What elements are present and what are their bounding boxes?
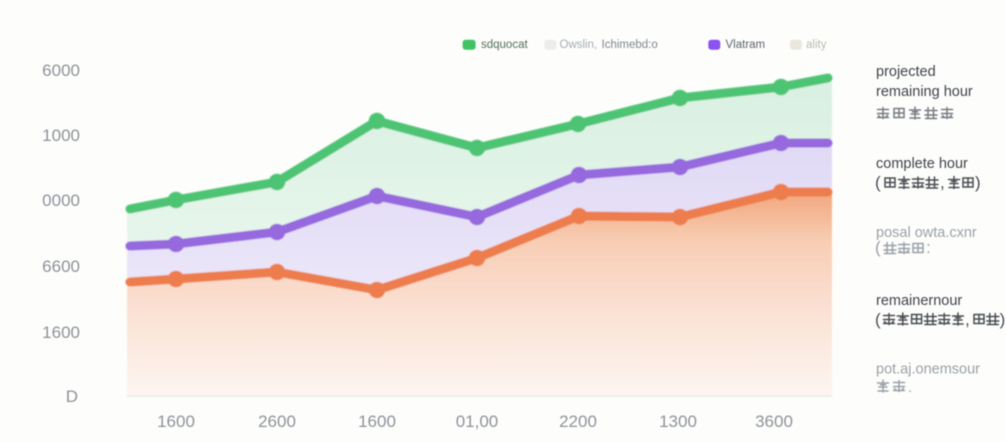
svg-text:(: ( <box>875 173 881 192</box>
svg-text:remaining hour: remaining hour <box>876 84 973 100</box>
svg-text:6000: 6000 <box>42 61 80 80</box>
svg-text:0000: 0000 <box>42 191 80 210</box>
svg-text:6600: 6600 <box>42 257 80 276</box>
svg-text:projected: projected <box>876 64 936 80</box>
svg-text:1600: 1600 <box>358 412 396 431</box>
svg-text:(: ( <box>875 310 881 329</box>
svg-text:2600: 2600 <box>258 412 296 431</box>
svg-text:): ) <box>975 173 981 192</box>
svg-text:1600: 1600 <box>42 323 80 342</box>
svg-text:remainernour: remainernour <box>876 293 962 309</box>
svg-text:Ichimebd:o: Ichimebd:o <box>602 39 658 51</box>
svg-text:3600: 3600 <box>755 412 793 431</box>
svg-text:ality: ality <box>806 39 827 51</box>
svg-text:.: . <box>908 380 912 396</box>
svg-text::: : <box>926 238 931 257</box>
svg-text:,: , <box>940 173 945 192</box>
svg-text:): ) <box>1000 310 1006 329</box>
svg-text:1000: 1000 <box>42 126 80 145</box>
svg-text:1300: 1300 <box>659 412 697 431</box>
svg-text:pot.aj.onemsour: pot.aj.onemsour <box>876 362 980 378</box>
svg-text:01,00: 01,00 <box>456 412 499 431</box>
svg-text:(: ( <box>875 238 881 257</box>
svg-text:sdquocat: sdquocat <box>481 39 528 51</box>
svg-text:1600: 1600 <box>157 412 195 431</box>
svg-text:,: , <box>965 310 970 329</box>
svg-text:2200: 2200 <box>559 412 597 431</box>
svg-text:Vlatram: Vlatram <box>726 39 766 51</box>
svg-text:Owslin,: Owslin, <box>560 39 598 51</box>
svg-text:complete hour: complete hour <box>876 156 968 172</box>
svg-text:posal owta.cxnr: posal owta.cxnr <box>876 225 977 241</box>
svg-text:D: D <box>66 387 78 406</box>
